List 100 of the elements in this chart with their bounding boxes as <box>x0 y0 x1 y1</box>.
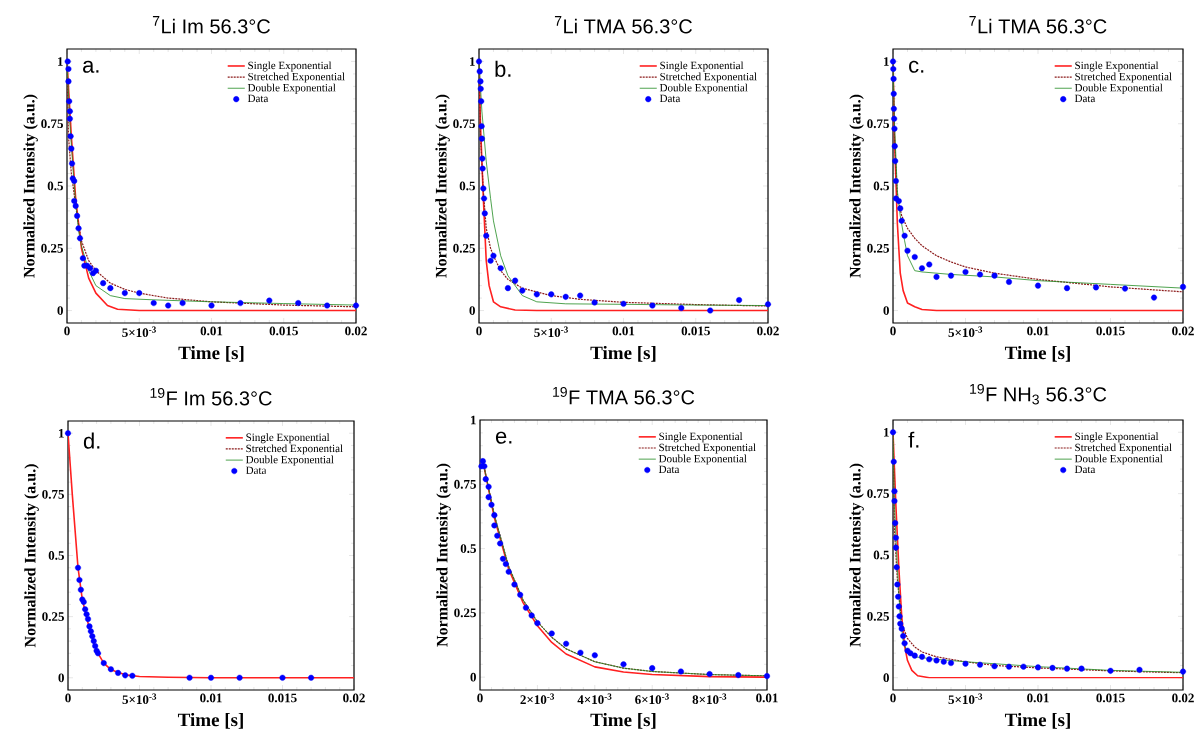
y-tick-label: 1 <box>59 428 64 438</box>
chart-title: $^{7}$Li TMA 56.3°C <box>969 16 1107 34</box>
y-tick-label: 0.75 <box>41 119 63 129</box>
y-tick-label: 0.75 <box>42 489 64 499</box>
x-tick-label: 0.01 <box>200 693 222 703</box>
legend-label: Double Exponential <box>1074 83 1163 94</box>
x-tick-label: 0.02 <box>1172 693 1194 703</box>
legend-label: Single Exponential <box>1075 61 1159 72</box>
x-tick-label: 0.01 <box>1027 693 1049 703</box>
y-tick-label: 0.25 <box>453 243 475 253</box>
annotation: c. <box>909 60 924 73</box>
y-tick-label: 0.75 <box>867 489 889 499</box>
chart-title: $^{7}$Li Im 56.3°C <box>152 16 270 34</box>
y-tick-label: 1 <box>471 415 476 425</box>
y-tick-label: 0.5 <box>460 544 476 553</box>
legend-label: Stretched Exponential <box>246 444 343 455</box>
y-tick-label: 0 <box>883 306 889 315</box>
x-tick-label: 8×10$^{-3}$ <box>692 693 727 705</box>
x-tick-label: 5×10$^{-3}$ <box>948 693 983 705</box>
y-axis-title: Normalized Intensity (a.u.) <box>24 464 39 648</box>
y-tick-label: 1 <box>884 427 889 437</box>
annotation: d. <box>83 432 100 449</box>
x-tick-label: 0.01 <box>612 326 635 336</box>
legend-label: Stretched Exponential <box>1075 72 1172 83</box>
legend-label: Single Exponential <box>1075 432 1159 443</box>
x-tick-label: 5×10$^{-3}$ <box>122 326 156 338</box>
legend-label: Stretched Exponential <box>660 72 757 83</box>
x-tick-label: 0.015 <box>1096 326 1125 336</box>
y-axis-title: Normalized Intensity (a.u.) <box>435 94 450 278</box>
legend-label: Single Exponential <box>659 432 743 443</box>
y-tick-label: 0.5 <box>459 181 475 191</box>
y-tick-label: 1 <box>884 57 889 66</box>
y-axis-title: Normalized Intensity (a.u.) <box>436 463 451 647</box>
x-tick-label: 5×10$^{-3}$ <box>122 693 157 705</box>
y-tick-label: 0.25 <box>867 611 889 621</box>
x-tick-label: 0.015 <box>269 326 298 336</box>
x-tick-label: 4×10$^{-3}$ <box>577 693 612 705</box>
legend-label: Double Exponential <box>247 83 336 94</box>
y-tick-label: 0 <box>883 673 889 683</box>
x-tick-label: 5×10$^{-3}$ <box>534 326 568 338</box>
legend-label: Double Exponential <box>658 454 747 465</box>
x-tick-label: 6×10$^{-3}$ <box>635 693 669 705</box>
y-tick-label: 0.5 <box>47 181 63 191</box>
y-axis-title: Normalized Intensity (a.u.) <box>23 94 38 278</box>
legend-label: Data <box>658 465 680 474</box>
x-axis-title: Time [s] <box>1004 712 1070 729</box>
x-axis-title: Time [s] <box>178 345 244 362</box>
annotation: f. <box>908 431 919 448</box>
y-tick-label: 0 <box>58 673 64 683</box>
y-tick-label: 0.75 <box>454 479 476 489</box>
x-tick-label: 0.01 <box>756 693 778 703</box>
y-tick-label: 0.25 <box>42 612 64 622</box>
x-tick-label: 0.01 <box>1027 326 1049 336</box>
chart-title: $^{19}$F NH$_{3}$ 56.3°C <box>970 383 1107 405</box>
legend-label: Double Exponential <box>1074 454 1163 465</box>
legend-label: Data <box>245 466 267 474</box>
legend-label: Stretched Exponential <box>659 443 756 454</box>
chart-title: $^{19}$F Im 56.3°C <box>150 387 272 406</box>
y-tick-label: 0 <box>470 672 476 682</box>
x-tick-label: 0.015 <box>1096 693 1125 703</box>
chart-title: $^{7}$Li TMA 56.3°C <box>554 16 692 34</box>
y-tick-label: 0 <box>469 306 475 315</box>
x-axis-title: Time [s] <box>1004 345 1070 362</box>
y-axis-title: Normalized Intensity (a.u.) <box>849 463 864 647</box>
x-tick-label: 0.02 <box>757 326 779 336</box>
x-tick-label: 0 <box>477 693 483 703</box>
y-tick-label: 0.5 <box>873 550 889 560</box>
legend-label: Data <box>1074 94 1096 103</box>
y-tick-label: 0.75 <box>867 119 889 129</box>
y-tick-label: 0.25 <box>867 243 889 253</box>
y-tick-label: 0.5 <box>48 551 64 560</box>
y-tick-label: 0.25 <box>454 608 476 618</box>
x-tick-label: 0.015 <box>681 326 710 336</box>
x-tick-label: 0 <box>65 693 71 703</box>
annotation: a. <box>83 60 99 73</box>
legend-label: Double Exponential <box>245 455 334 466</box>
legend-label: Single Exponential <box>246 433 330 444</box>
x-axis-title: Time [s] <box>590 712 656 729</box>
y-tick-label: 0.5 <box>873 181 889 191</box>
y-tick-label: 0.25 <box>41 243 63 253</box>
y-tick-label: 1 <box>470 57 475 66</box>
y-tick-label: 1 <box>58 57 63 66</box>
x-tick-label: 0.02 <box>343 693 365 703</box>
x-axis-title: Time [s] <box>590 345 656 362</box>
legend-label: Stretched Exponential <box>1075 443 1172 454</box>
y-axis-title: Normalized Intensity (a.u.) <box>849 94 864 278</box>
x-tick-label: 0.01 <box>200 326 223 336</box>
y-tick-label: 0.75 <box>453 119 475 129</box>
annotation: e. <box>495 431 512 444</box>
x-tick-label: 2×10$^{-3}$ <box>520 693 555 705</box>
legend-label: Data <box>1074 465 1096 474</box>
annotation: b. <box>495 60 511 77</box>
x-axis-title: Time [s] <box>177 712 243 729</box>
legend-label: Data <box>659 94 681 103</box>
legend-label: Double Exponential <box>659 83 748 94</box>
y-tick-label: 0 <box>57 306 63 315</box>
legend-label: Stretched Exponential <box>248 72 345 83</box>
legend-label: Single Exponential <box>248 61 332 72</box>
x-tick-label: 5×10$^{-3}$ <box>948 326 983 338</box>
x-tick-label: 0.02 <box>1172 326 1194 336</box>
